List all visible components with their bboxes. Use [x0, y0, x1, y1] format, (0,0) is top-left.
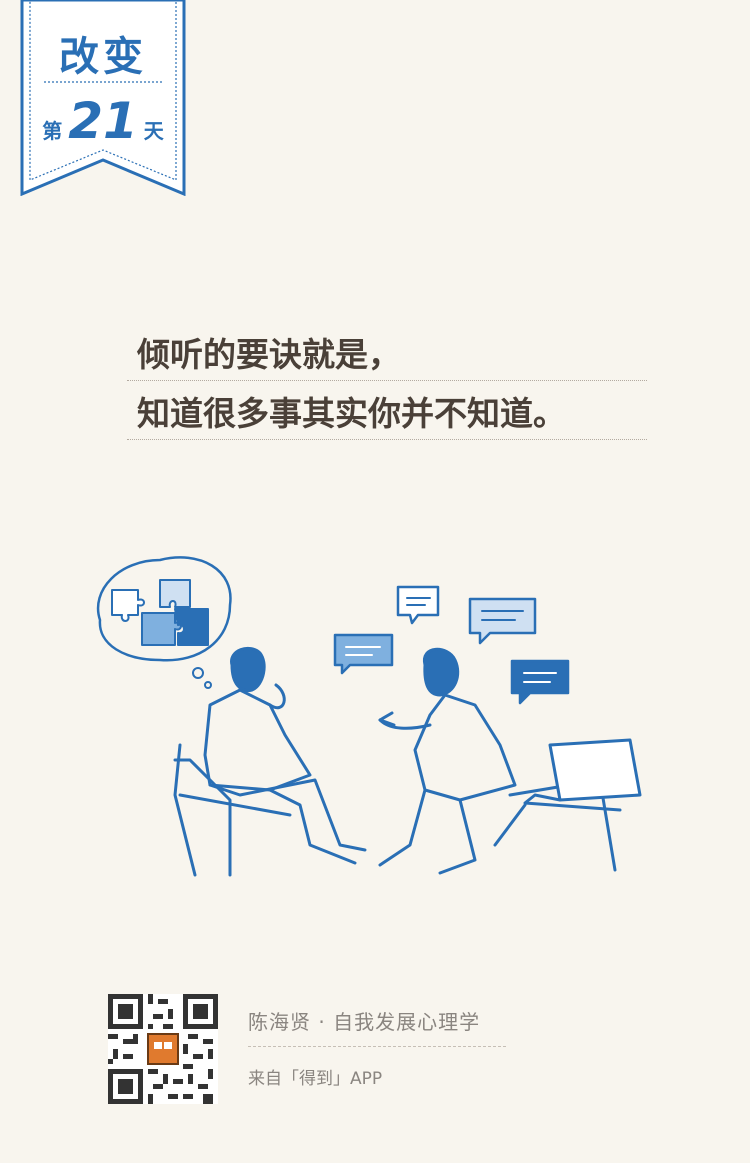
banner-shape	[20, 0, 186, 196]
footer-source: 来自「得到」APP	[248, 1069, 383, 1089]
banner-day: 第 21 天	[20, 96, 186, 146]
qr-code-icon[interactable]	[108, 994, 218, 1104]
day-prefix: 第	[42, 119, 63, 143]
listening-person-icon	[173, 646, 367, 877]
day-banner: 改变 第 21 天	[20, 0, 186, 196]
footer-divider	[248, 1046, 506, 1047]
speech-bubble-icon	[396, 585, 440, 625]
speaking-person-icon	[378, 647, 642, 875]
speech-bubble-icon	[468, 597, 537, 645]
quote-line-2: 知道很多事其实你并不知道。	[127, 389, 647, 440]
quote-block: 倾听的要诀就是， 知道很多事其实你并不知道。	[127, 330, 647, 440]
speech-bubble-icon	[510, 659, 570, 705]
day-number: 21	[68, 92, 138, 150]
speech-bubble-icon	[333, 633, 394, 675]
quote-line-1: 倾听的要诀就是，	[127, 330, 647, 381]
banner-title: 改变	[59, 34, 147, 80]
day-suffix: 天	[143, 119, 164, 143]
footer-course-title: 陈海贤 · 自我发展心理学	[248, 1010, 481, 1034]
conversation-illustration	[80, 545, 680, 909]
thought-bubble-icon	[96, 556, 232, 689]
puzzle-pieces-icon	[111, 579, 209, 646]
